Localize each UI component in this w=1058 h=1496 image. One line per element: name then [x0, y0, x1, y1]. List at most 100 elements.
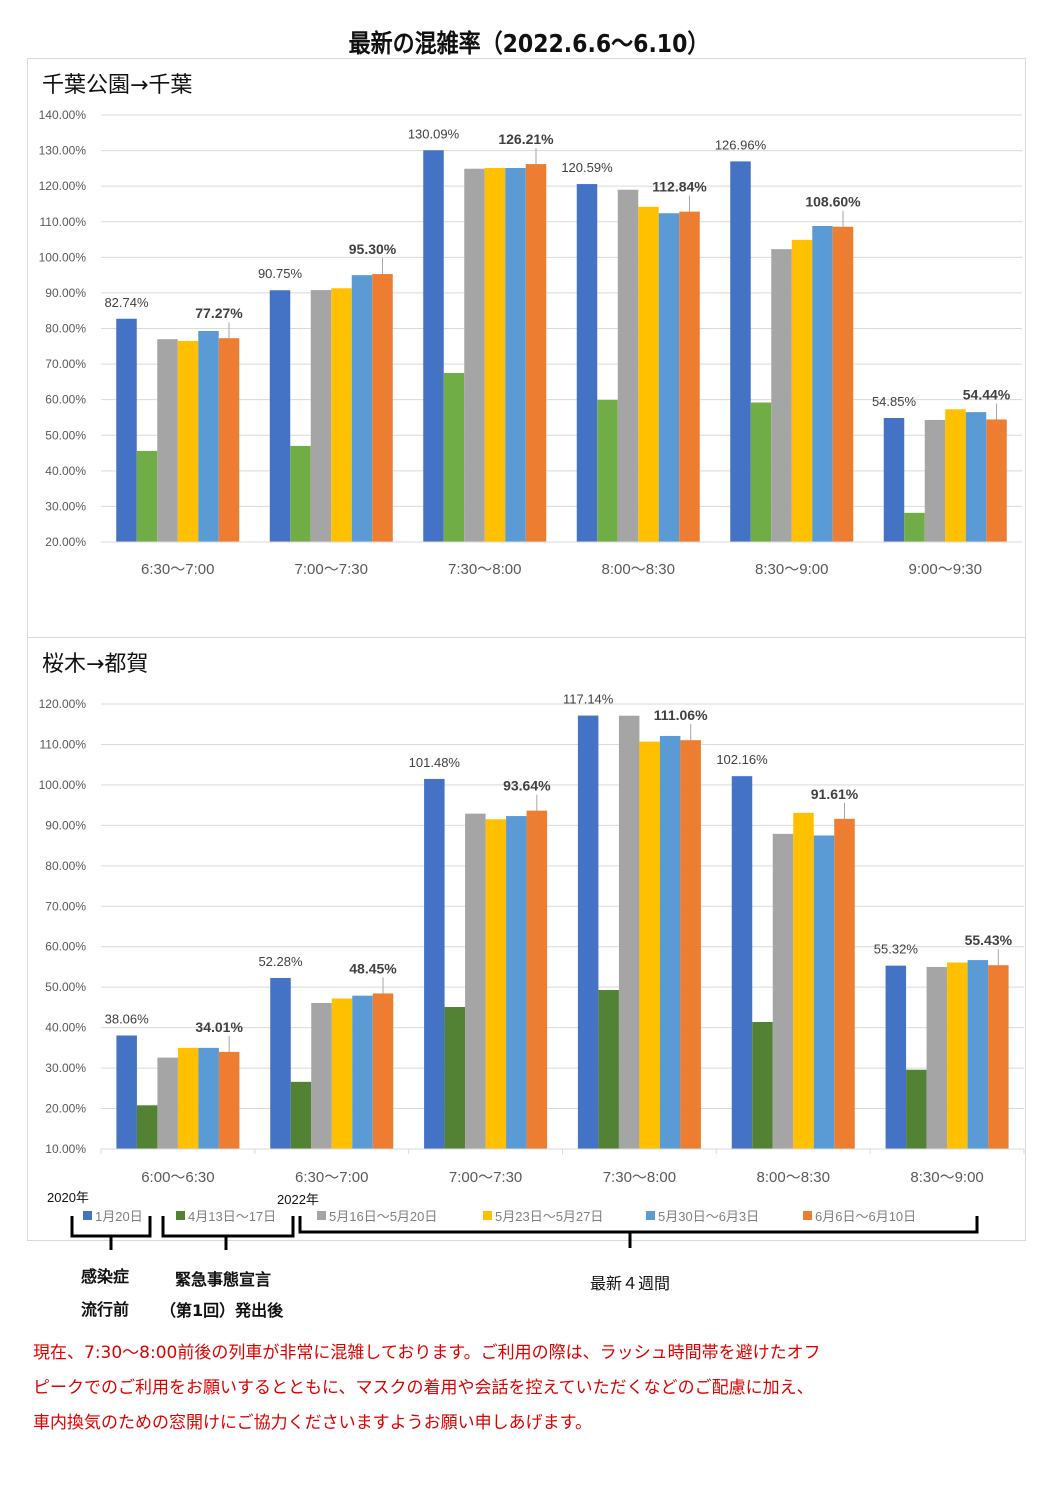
- legend-item: 5月30日～6月3日: [646, 1206, 759, 1225]
- bar: [423, 150, 444, 543]
- bar: [177, 1047, 199, 1149]
- y-tick-label: 120.00%: [39, 179, 87, 193]
- bar: [986, 419, 1007, 542]
- legend-swatch: [646, 1211, 655, 1220]
- y-tick-label: 40.00%: [45, 1021, 86, 1035]
- x-category-label: 8:00～8:30: [602, 561, 675, 578]
- bar: [576, 184, 598, 542]
- y-tick-label: 90.00%: [45, 818, 86, 832]
- data-label: 55.32%: [874, 942, 919, 957]
- bar: [967, 960, 989, 1149]
- data-label: 90.75%: [258, 266, 303, 281]
- bar: [310, 290, 332, 542]
- data-label: 108.60%: [805, 194, 861, 210]
- legend-swatch: [83, 1211, 92, 1220]
- data-label: 112.84%: [652, 179, 707, 195]
- bar: [832, 226, 854, 542]
- data-label: 77.27%: [195, 305, 243, 321]
- y-tick-label: 140.00%: [39, 108, 87, 122]
- bar: [198, 330, 219, 542]
- legend-swatch: [176, 1211, 185, 1220]
- x-category-label: 8:00～8:30: [757, 1169, 830, 1186]
- legend-item: 5月16日～5月20日: [317, 1206, 437, 1225]
- bar: [834, 818, 855, 1149]
- annotation-emergency-2: （第1回）発出後: [160, 1301, 284, 1320]
- data-label: 54.44%: [963, 386, 1011, 402]
- bar: [525, 164, 547, 543]
- bar: [311, 1002, 332, 1149]
- bar: [906, 1069, 927, 1149]
- x-category-label: 8:30～9:00: [755, 561, 828, 578]
- data-label: 54.85%: [872, 394, 917, 409]
- bar: [945, 409, 966, 542]
- bar: [638, 206, 659, 542]
- bar: [617, 189, 639, 542]
- data-label: 48.45%: [349, 960, 397, 976]
- bar: [290, 445, 311, 542]
- year-label-2020: 2020年: [47, 1190, 89, 1205]
- bar: [577, 715, 599, 1149]
- bar: [947, 962, 968, 1149]
- data-label: 52.28%: [258, 954, 303, 969]
- bar: [526, 810, 548, 1149]
- page-title: 最新の混雑率（2022.6.6～6.10）: [348, 29, 710, 58]
- x-category-label: 6:30～7:00: [295, 1169, 368, 1186]
- bar: [680, 740, 701, 1149]
- x-category-label: 7:30～8:00: [603, 1169, 676, 1186]
- legend-label: 4月13日～17日: [188, 1209, 277, 1224]
- y-tick-label: 70.00%: [45, 357, 86, 371]
- x-category-label: 7:30～8:00: [448, 561, 521, 578]
- bar: [926, 966, 948, 1149]
- x-category-label: 6:30～7:00: [141, 561, 214, 578]
- bar: [372, 993, 394, 1149]
- y-tick-label: 100.00%: [39, 778, 87, 792]
- bar: [772, 833, 794, 1149]
- bar: [218, 338, 240, 542]
- x-category-label: 7:00～7:30: [449, 1169, 522, 1186]
- bar: [269, 290, 291, 542]
- bar: [136, 450, 158, 542]
- x-category-label: 7:00～7:30: [295, 561, 368, 578]
- data-label: 102.16%: [716, 752, 768, 767]
- annotation-emergency-1: 緊急事態宣言: [175, 1270, 272, 1289]
- x-category-label: 8:30～9:00: [910, 1169, 983, 1186]
- data-label: 111.06%: [654, 707, 708, 723]
- bar: [505, 168, 526, 542]
- legend-label: 5月23日～5月27日: [495, 1209, 604, 1224]
- y-tick-label: 80.00%: [45, 322, 86, 336]
- bar: [198, 1047, 219, 1149]
- bar: [506, 816, 527, 1149]
- y-tick-label: 80.00%: [45, 859, 86, 873]
- legend-label: 5月16日～5月20日: [329, 1209, 438, 1224]
- bar: [444, 1007, 466, 1149]
- notice-line: 車内換気のための窓開けにご協力くださいますようお願い申しあげます。: [33, 1413, 592, 1433]
- legend-item: 5月23日～5月27日: [483, 1206, 603, 1225]
- legend-label: 6月6日～6月10日: [815, 1209, 917, 1224]
- data-label: 34.01%: [195, 1019, 243, 1035]
- data-label: 82.74%: [104, 295, 149, 310]
- bar: [679, 211, 700, 542]
- bar: [658, 213, 680, 542]
- bar: [812, 226, 833, 542]
- data-label: 55.43%: [965, 932, 1013, 948]
- bar: [924, 419, 946, 542]
- bar: [218, 1051, 240, 1149]
- bar: [597, 400, 618, 542]
- y-tick-label: 110.00%: [40, 737, 87, 751]
- bar: [752, 1021, 773, 1149]
- bar: [484, 168, 506, 542]
- bar: [598, 990, 619, 1149]
- bar: [730, 161, 751, 542]
- legend-item: 4月13日～17日: [176, 1206, 276, 1225]
- bar: [424, 778, 445, 1149]
- chart-title: 千葉公園→千葉: [42, 73, 193, 98]
- legend-swatch: [483, 1211, 492, 1220]
- data-label: 120.59%: [561, 160, 613, 175]
- data-label: 117.14%: [563, 692, 614, 707]
- bar: [465, 813, 486, 1149]
- y-tick-label: 90.00%: [45, 286, 86, 300]
- notice-line: 現在、7:30～8:00前後の列車が非常に混雑しております。ご利用の際は、ラッシ…: [33, 1343, 821, 1363]
- bar: [177, 340, 199, 542]
- y-tick-label: 30.00%: [45, 1061, 86, 1075]
- data-label: 91.61%: [811, 786, 859, 802]
